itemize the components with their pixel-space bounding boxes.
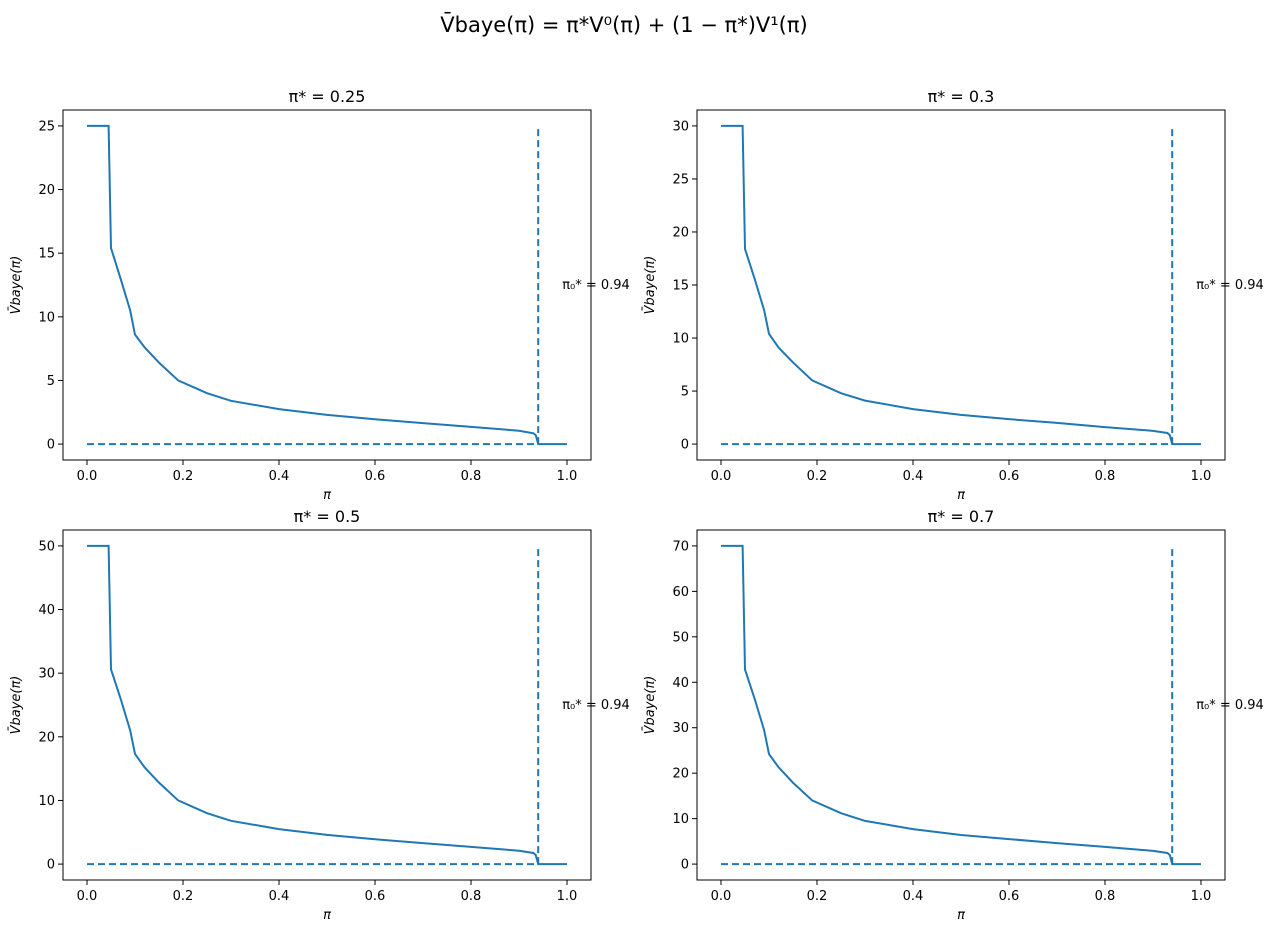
x-tick-label: 0.6 bbox=[999, 469, 1020, 484]
subplot-title: π* = 0.7 bbox=[928, 507, 995, 526]
y-tick-label: 5 bbox=[681, 385, 689, 400]
x-tick-label: 0.0 bbox=[711, 469, 732, 484]
x-tick-label: 0.0 bbox=[711, 889, 732, 904]
x-axis-label: π bbox=[323, 908, 331, 923]
x-tick-label: 0.8 bbox=[461, 469, 482, 484]
y-tick-label: 30 bbox=[672, 721, 689, 736]
y-tick-label: 0 bbox=[47, 438, 55, 453]
x-tick-label: 0.8 bbox=[1095, 889, 1116, 904]
x-tick-label: 0.6 bbox=[365, 889, 386, 904]
axes-frame bbox=[696, 109, 1226, 461]
threshold-annotation: π₀* = 0.94 bbox=[562, 278, 630, 293]
axes-frame bbox=[62, 529, 592, 881]
x-tick-label: 0.4 bbox=[903, 889, 924, 904]
y-tick-label: 0 bbox=[681, 858, 689, 873]
x-tick-label: 0.2 bbox=[173, 469, 194, 484]
y-tick-label: 10 bbox=[672, 332, 689, 347]
axes-frame bbox=[696, 529, 1226, 881]
x-tick-label: 0.2 bbox=[173, 889, 194, 904]
x-tick-label: 0.0 bbox=[77, 469, 98, 484]
x-tick-label: 0.8 bbox=[461, 889, 482, 904]
y-tick-label: 20 bbox=[38, 183, 55, 198]
value-curve bbox=[87, 544, 567, 866]
y-tick-label: 15 bbox=[38, 247, 55, 262]
x-tick-label: 0.6 bbox=[365, 469, 386, 484]
y-tick-label: 50 bbox=[672, 630, 689, 645]
y-tick-label: 50 bbox=[38, 539, 55, 554]
x-tick-label: 1.0 bbox=[1191, 889, 1212, 904]
y-tick-label: 30 bbox=[38, 667, 55, 682]
subplot-2: 0.0 0.2 0.4 0.6 0.8 1.0 0 5 10 15 20 25 30 π* = 0.3 π V… bbox=[643, 87, 1264, 503]
y-tick-label: 20 bbox=[38, 730, 55, 745]
x-tick-label: 1.0 bbox=[1191, 469, 1212, 484]
threshold-annotation: π₀* = 0.94 bbox=[1196, 698, 1264, 713]
y-tick-label: 20 bbox=[672, 767, 689, 782]
x-tick-label: 0.2 bbox=[807, 469, 828, 484]
y-tick-label: 70 bbox=[672, 539, 689, 554]
figure-suptitle: V̄baye(π) = π*V⁰(π) + (1 − π*)V¹(π) bbox=[440, 12, 807, 37]
value-curve bbox=[87, 124, 567, 446]
value-curve bbox=[721, 124, 1201, 446]
x-tick-label: 0.2 bbox=[807, 889, 828, 904]
subplot-title: π* = 0.5 bbox=[294, 507, 361, 526]
y-tick-label: 10 bbox=[38, 794, 55, 809]
y-tick-label: 0 bbox=[681, 438, 689, 453]
subplot-title: π* = 0.3 bbox=[928, 87, 995, 106]
y-tick-label: 10 bbox=[38, 310, 55, 325]
y-tick-label: 25 bbox=[38, 119, 55, 134]
y-tick-label: 40 bbox=[672, 676, 689, 691]
y-tick-label: 0 bbox=[47, 858, 55, 873]
x-axis-label: π bbox=[323, 488, 331, 503]
threshold-annotation: π₀* = 0.94 bbox=[562, 698, 630, 713]
x-tick-label: 0.8 bbox=[1095, 469, 1116, 484]
y-tick-label: 5 bbox=[47, 374, 55, 389]
x-tick-label: 0.4 bbox=[903, 469, 924, 484]
y-tick-label: 20 bbox=[672, 225, 689, 240]
y-axis-label: V̄baye(π) bbox=[9, 256, 24, 315]
y-tick-label: 40 bbox=[38, 603, 55, 618]
axes-frame bbox=[62, 109, 592, 461]
y-tick-label: 30 bbox=[672, 119, 689, 134]
value-curve bbox=[721, 544, 1201, 866]
x-tick-label: 1.0 bbox=[557, 889, 578, 904]
x-axis-label: π bbox=[957, 908, 965, 923]
subplot-3: 0.0 0.2 0.4 0.6 0.8 1.0 0 10 20 30 40 50 π* = 0.5 π V̄… bbox=[9, 507, 630, 923]
x-tick-label: 0.4 bbox=[269, 469, 290, 484]
y-axis-label: V̄baye(π) bbox=[643, 256, 658, 315]
y-tick-label: 60 bbox=[672, 585, 689, 600]
x-tick-label: 0.4 bbox=[269, 889, 290, 904]
x-tick-label: 0.0 bbox=[77, 889, 98, 904]
subplot-1: 0.0 0.2 0.4 0.6 0.8 1.0 0 5 10 15 20 25 π* = 0.25 π V̄… bbox=[9, 87, 630, 503]
subplot-title: π* = 0.25 bbox=[289, 87, 366, 106]
y-tick-label: 10 bbox=[672, 812, 689, 827]
x-tick-label: 0.6 bbox=[999, 889, 1020, 904]
x-tick-label: 1.0 bbox=[557, 469, 578, 484]
y-axis-label: V̄baye(π) bbox=[9, 676, 24, 735]
x-axis-label: π bbox=[957, 488, 965, 503]
subplot-4: 0.0 0.2 0.4 0.6 0.8 1.0 0 10 20 30 40 50 60 70 π* = 0.… bbox=[643, 507, 1264, 923]
y-tick-label: 25 bbox=[672, 172, 689, 187]
y-axis-label: V̄baye(π) bbox=[643, 676, 658, 735]
y-tick-label: 15 bbox=[672, 279, 689, 294]
threshold-annotation: π₀* = 0.94 bbox=[1196, 278, 1264, 293]
